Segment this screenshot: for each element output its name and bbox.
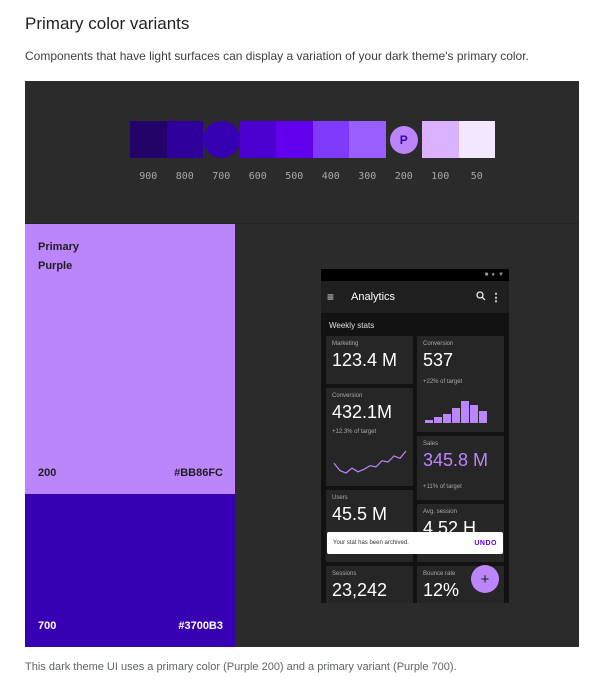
sparkline-path xyxy=(333,450,407,474)
swatch-800 xyxy=(166,121,203,158)
variant-color-block: 700 #3700B3 xyxy=(25,494,235,647)
card-label: Users xyxy=(332,495,348,501)
card-conversion-left[interactable]: Conversion 432.1M +12.3% of target xyxy=(326,388,413,486)
card-label: Marketing xyxy=(332,341,359,347)
swatch-500 xyxy=(276,121,313,158)
card-value: 123.4 M xyxy=(332,350,398,370)
caption: This dark theme UI uses a primary color … xyxy=(25,661,457,673)
triangle-icon: ▼ xyxy=(498,272,504,278)
bar-5 xyxy=(470,405,478,423)
card-label: Avg. session xyxy=(423,509,457,515)
snackbar: Your stat has been archived. UNDO xyxy=(327,532,503,554)
card-marketing[interactable]: Marketing 123.4 M xyxy=(326,336,413,384)
more-icon[interactable]: ⋮ xyxy=(490,291,502,304)
search-icon[interactable] xyxy=(473,290,489,304)
card-label: Sessions xyxy=(332,571,357,577)
card-value: 345.8 M xyxy=(423,450,489,470)
primary-letter-badge: P xyxy=(389,125,418,154)
bar-6 xyxy=(479,411,487,423)
card-label: Bounce rate xyxy=(423,571,456,577)
swatch-900 xyxy=(130,121,167,158)
primary-block-title: Primary Purple xyxy=(38,238,79,276)
plus-icon: + xyxy=(480,570,490,588)
primary-color-block: Primary Purple 200 #BB86FC xyxy=(25,224,235,494)
palette-row: P xyxy=(130,121,495,158)
swatch-50 xyxy=(458,121,495,158)
swatch-label-500: 500 xyxy=(285,171,304,182)
bar-3 xyxy=(452,408,460,423)
card-value: 537 xyxy=(423,350,454,370)
purple-label: Purple xyxy=(38,260,73,272)
bar-chart xyxy=(425,399,487,423)
swatch-100 xyxy=(422,121,459,158)
swatch-label-600: 600 xyxy=(248,171,267,182)
card-label: Conversion xyxy=(332,393,363,399)
app-title: Analytics xyxy=(351,291,396,303)
phone-mockup: ■ ● ▼ ≡ Analytics ⋮ Weekly stats Marketi… xyxy=(321,269,509,603)
card-label: Sales xyxy=(423,441,439,447)
swatch-300 xyxy=(349,121,386,158)
card-sales[interactable]: Sales 345.8 M +11% of target xyxy=(417,436,504,500)
swatch-label-400: 400 xyxy=(321,171,340,182)
swatch-label-300: 300 xyxy=(358,171,377,182)
undo-button[interactable]: UNDO xyxy=(474,539,497,547)
swatch-label-100: 100 xyxy=(431,171,450,182)
variant-block-hex: #3700B3 xyxy=(178,620,223,632)
swatch-label-700: 700 xyxy=(212,171,231,182)
fab-add-button[interactable]: + xyxy=(471,565,499,593)
card-sessions[interactable]: Sessions 23,242 xyxy=(326,566,413,603)
swatch-label-200: 200 xyxy=(394,171,413,182)
variant-block-number: 700 xyxy=(38,620,57,632)
status-bar: ■ ● ▼ xyxy=(321,269,509,281)
stop-icon: ■ xyxy=(484,272,489,278)
circle-icon: ● xyxy=(491,272,496,278)
bar-0 xyxy=(425,420,433,423)
page-description: Components that have light surfaces can … xyxy=(25,49,529,63)
card-sub: +22% of target xyxy=(423,379,463,385)
card-value: 432.1M xyxy=(332,402,393,422)
primary-label: Primary xyxy=(38,241,79,253)
swatch-700 xyxy=(203,121,240,158)
dark-panel: P 900 800 700 600 500 400 300 200 100 50 Primary … xyxy=(25,81,579,647)
card-value: 23,242 xyxy=(332,580,388,600)
section-label: Weekly stats xyxy=(329,321,375,330)
card-sub: +11% of target xyxy=(423,484,462,490)
sparkline xyxy=(333,450,407,474)
swatch-label-50: 50 xyxy=(470,171,483,182)
card-sub: +12.3% of target xyxy=(332,429,377,435)
swatch-200: P xyxy=(386,121,423,158)
snackbar-message: Your stat has been archived. xyxy=(333,540,409,546)
card-value: 45.5 M xyxy=(332,504,388,524)
swatch-600 xyxy=(239,121,276,158)
app-bar: ≡ Analytics ⋮ xyxy=(321,281,509,313)
primary-block-number: 200 xyxy=(38,467,57,479)
menu-icon[interactable]: ≡ xyxy=(327,290,335,304)
swatch-label-900: 900 xyxy=(139,171,158,182)
swatch-400 xyxy=(312,121,349,158)
card-conversion-right[interactable]: Conversion 537 +22% of target xyxy=(417,336,504,432)
palette-labels: 900 800 700 600 500 400 300 200 100 50 xyxy=(130,171,495,182)
page-title: Primary color variants xyxy=(25,14,190,33)
bar-4 xyxy=(461,401,469,423)
bar-1 xyxy=(434,417,442,423)
card-label: Conversion xyxy=(423,341,454,347)
divider xyxy=(25,223,579,224)
primary-block-hex: #BB86FC xyxy=(174,467,223,479)
swatch-label-800: 800 xyxy=(175,171,194,182)
card-value: 12% xyxy=(423,580,460,600)
bar-2 xyxy=(443,414,451,423)
